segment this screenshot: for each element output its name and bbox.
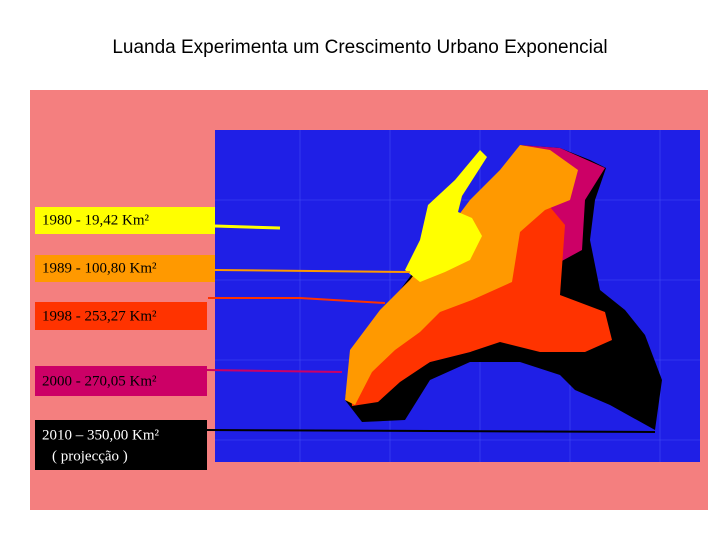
legend-label: 2010 – 350,00 Km²	[42, 427, 160, 443]
legend-label: 1998 - 253,27 Km²	[42, 308, 157, 324]
area-1998	[350, 195, 612, 406]
legend-note: ( projecção )	[52, 448, 128, 464]
pointer	[214, 269, 411, 273]
area-1989	[345, 145, 578, 405]
legend-box	[35, 366, 207, 396]
legend-box	[35, 255, 215, 282]
legend-label: 1980 - 19,42 Km²	[42, 212, 149, 228]
pointer	[206, 429, 656, 433]
legend-label: 1989 - 100,80 Km²	[42, 260, 157, 276]
slide-title: Luanda Experimenta um Crescimento Urbano…	[112, 37, 607, 58]
legend-label: 2000 - 270,05 Km²	[42, 373, 157, 389]
legend: 1980 - 19,42 Km² 1989 - 100,80 Km² 1998 …	[35, 207, 656, 470]
map	[215, 130, 700, 462]
pointer	[214, 224, 281, 230]
legend-box	[35, 302, 207, 330]
legend-box	[35, 420, 207, 470]
pointer	[208, 297, 386, 304]
pointer	[206, 369, 343, 373]
area-1980	[405, 150, 487, 282]
legend-box	[35, 207, 215, 234]
